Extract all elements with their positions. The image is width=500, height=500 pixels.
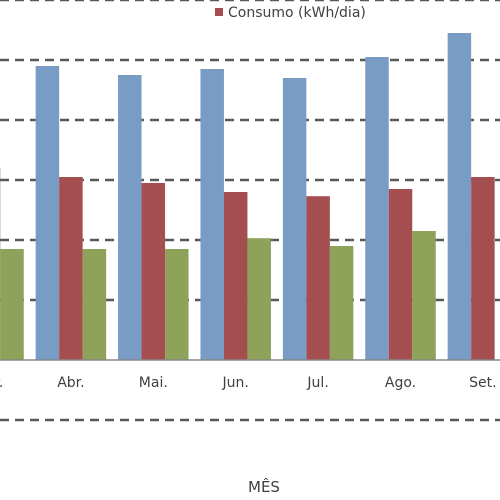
bar — [59, 177, 83, 360]
bar — [141, 183, 166, 360]
bar — [118, 75, 142, 360]
bar — [306, 196, 330, 360]
bar — [412, 231, 436, 360]
x-tick-label: Jun. — [222, 375, 249, 391]
x-tick-label: Abr. — [57, 375, 84, 391]
bar — [247, 238, 271, 360]
x-tick-label: Jul. — [306, 375, 328, 391]
bar — [223, 192, 248, 360]
x-tick-label: Set. — [469, 375, 496, 391]
x-tick-labels: Mar. Abr. Mai. Jun. Jul. Ago. Set. — [0, 375, 497, 391]
bar — [365, 57, 389, 360]
bar — [0, 249, 24, 360]
legend-swatch — [215, 8, 223, 16]
bar — [329, 246, 354, 360]
bar — [200, 69, 224, 360]
legend-label: Consumo (kWh/dia) — [228, 5, 366, 21]
bar — [388, 189, 413, 360]
x-tick-label: Mar. — [0, 375, 3, 391]
bar — [282, 78, 307, 360]
bar — [35, 66, 60, 360]
x-axis-title: MÊS — [248, 477, 280, 496]
bars — [0, 33, 495, 360]
bar — [165, 249, 189, 360]
x-tick-label: Mai. — [139, 375, 168, 391]
bar — [447, 33, 472, 360]
legend: Consumo (kWh/dia) — [215, 5, 366, 21]
x-tick-label: Ago. — [385, 375, 416, 391]
bar — [471, 177, 495, 360]
bar — [82, 249, 107, 360]
